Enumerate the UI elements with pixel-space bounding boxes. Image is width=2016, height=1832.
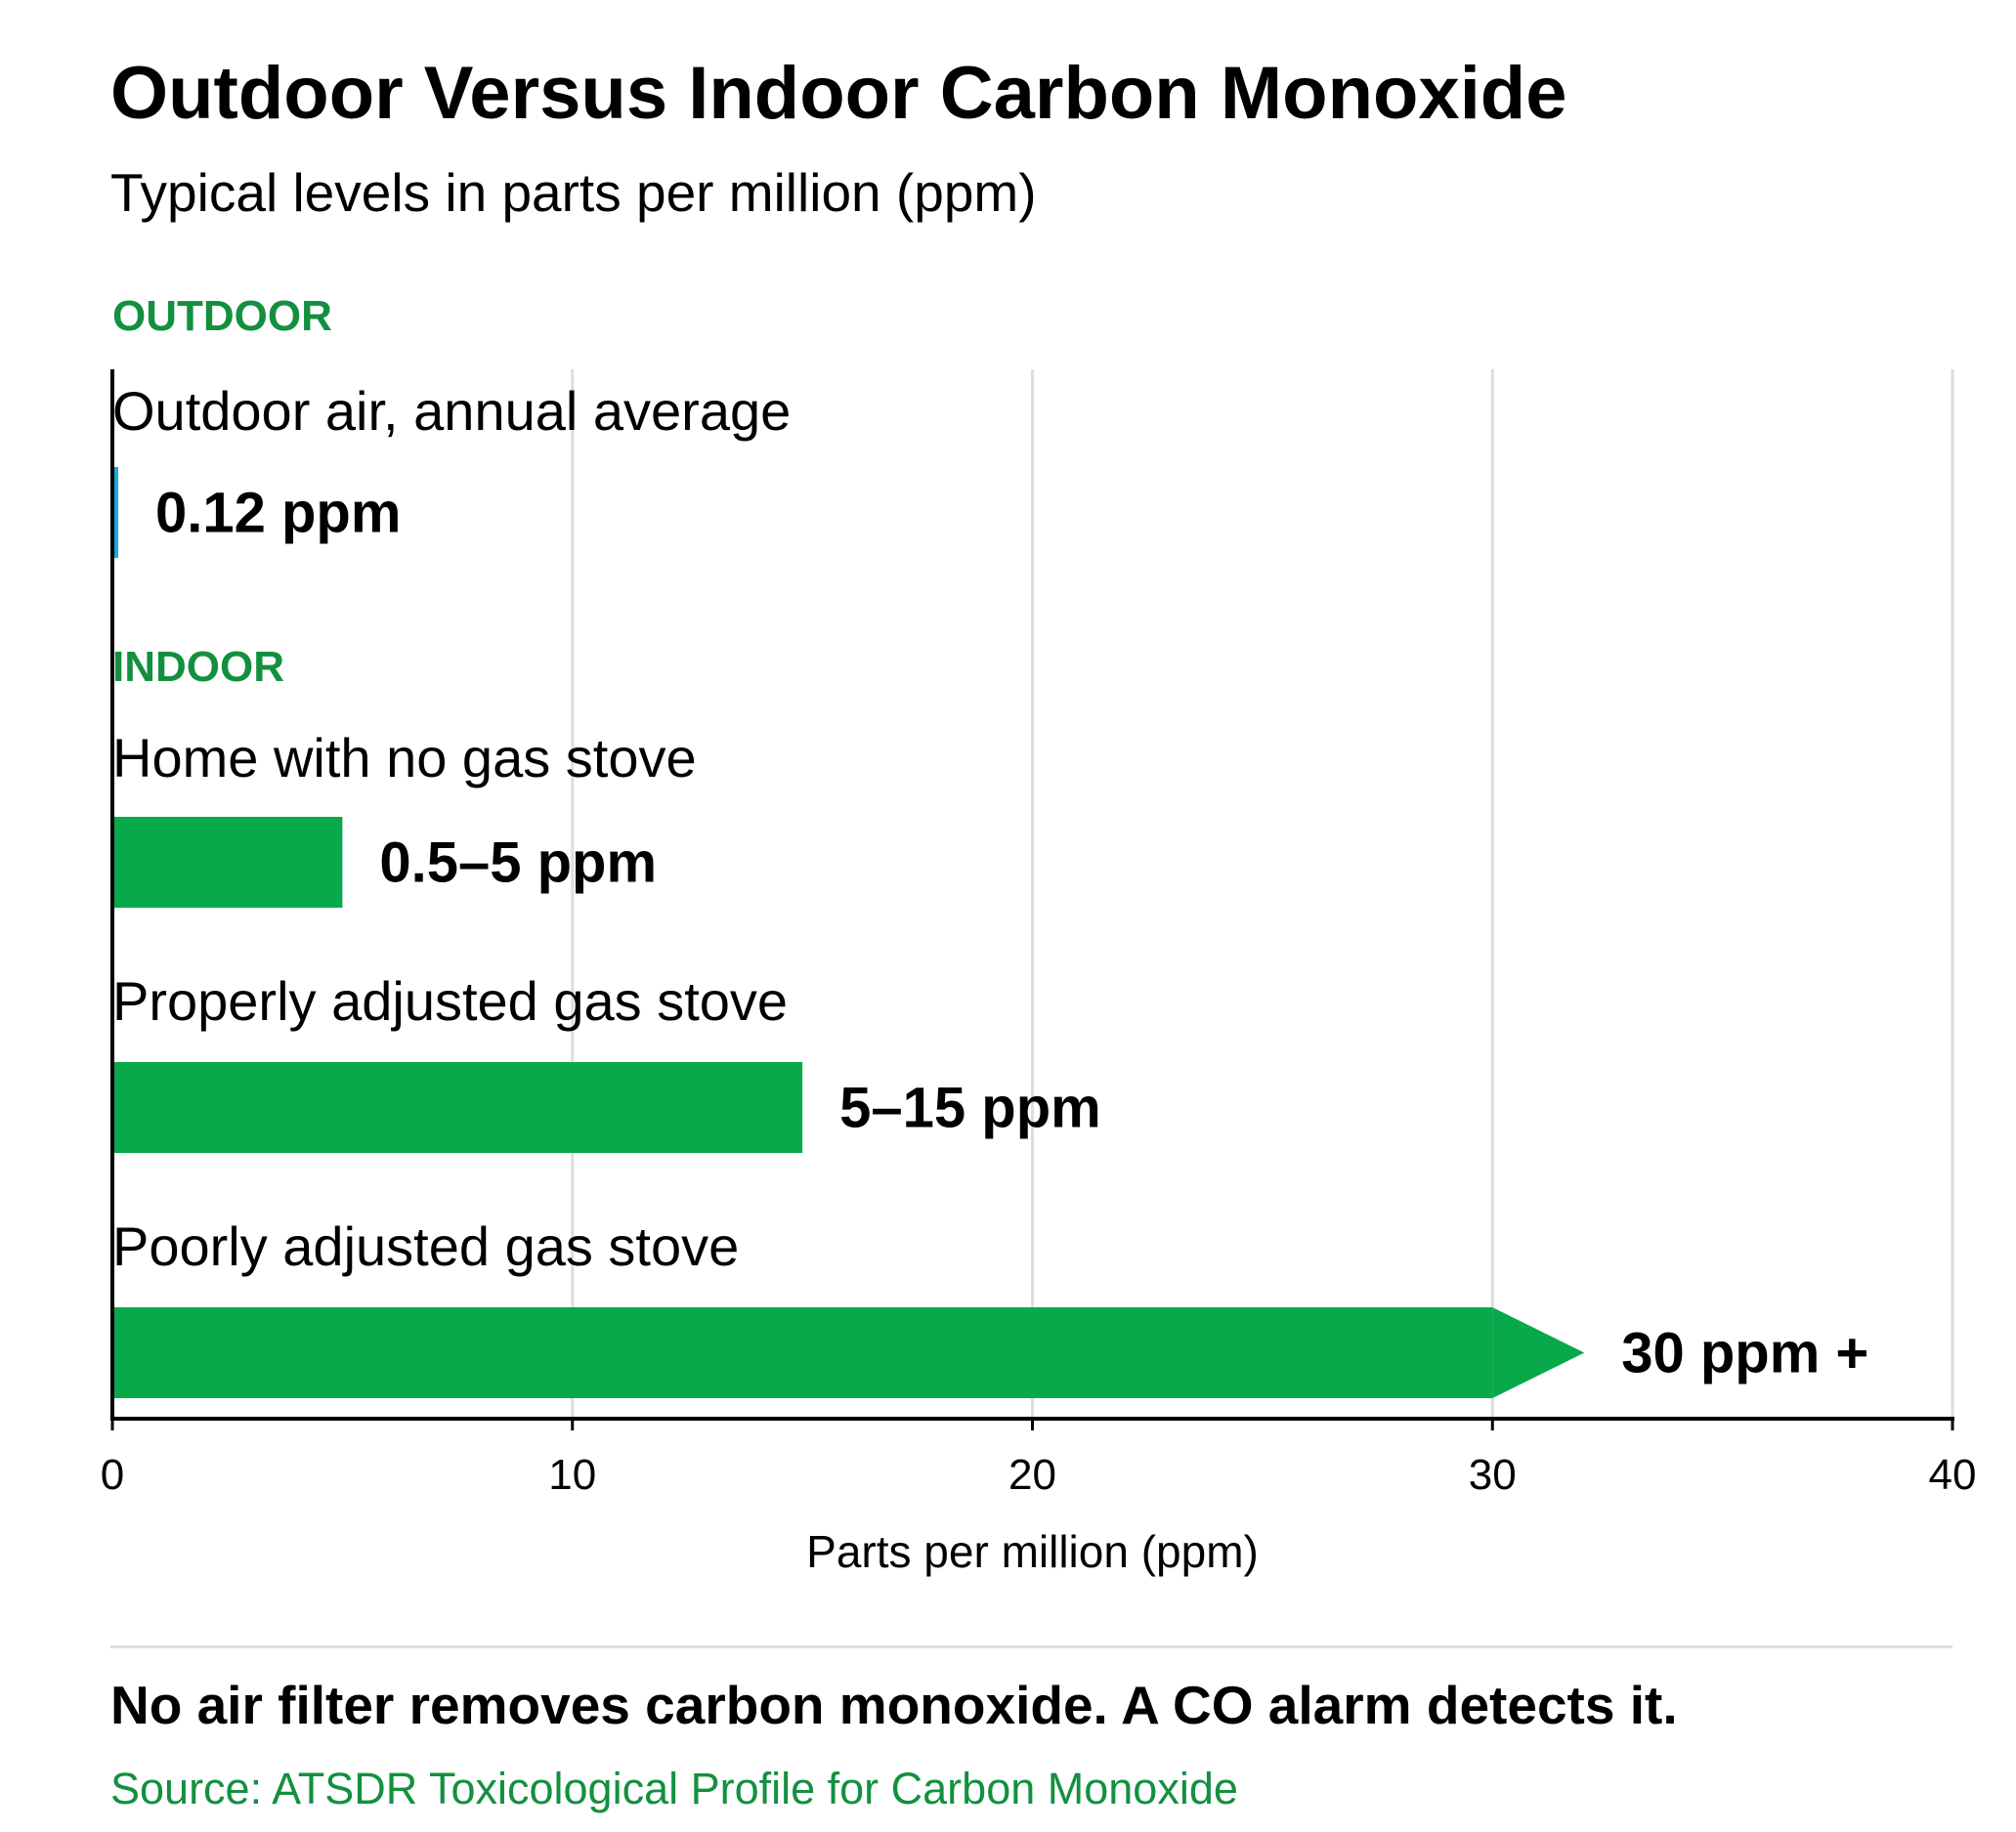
tick-label: 20 [1008,1451,1056,1499]
value-label: 0.12 ppm [155,482,401,545]
bar [112,817,343,908]
x-axis-label: Parts per million (ppm) [806,1526,1259,1577]
group-label: OUTDOOR [112,292,332,340]
value-label: 30 ppm + [1621,1322,1868,1385]
x-axis: 0 10 20 30 40 Parts per million (ppm) [101,369,1977,1577]
tick-label: 40 [1929,1451,1977,1499]
bar [112,1062,803,1153]
bar-chart: OUTDOOR Outdoor air, annual average 0.12 p… [101,292,1977,1577]
source-note: Source: ATSDR Toxicological Profile for … [110,1764,1238,1813]
chart-subtitle: Typical levels in parts per million (ppm… [110,162,1037,223]
bar [112,467,118,558]
bar-arrow [1492,1307,1585,1398]
category-label: Poorly adjusted gas stove [112,1215,739,1277]
grid-lines [571,369,1954,1419]
footer-divider [110,1645,1952,1648]
bar [112,1307,1493,1398]
tick-label: 0 [101,1451,124,1499]
category-label: Home with no gas stove [112,727,697,788]
footer-note: No air filter removes carbon monoxide. A… [110,1675,1678,1735]
group-label: INDOOR [112,643,284,691]
tick-label: 10 [548,1451,596,1499]
category-label: Properly adjusted gas stove [112,970,788,1032]
labels: OUTDOOR Outdoor air, annual average 0.12 p… [112,292,1868,1385]
value-label: 5–15 ppm [839,1077,1101,1140]
chart-title: Outdoor Versus Indoor Carbon Monoxide [110,52,1567,135]
bars [112,467,1585,1398]
category-label: Outdoor air, annual average [112,380,791,442]
value-label: 0.5–5 ppm [379,831,657,895]
tick-label: 30 [1469,1451,1517,1499]
